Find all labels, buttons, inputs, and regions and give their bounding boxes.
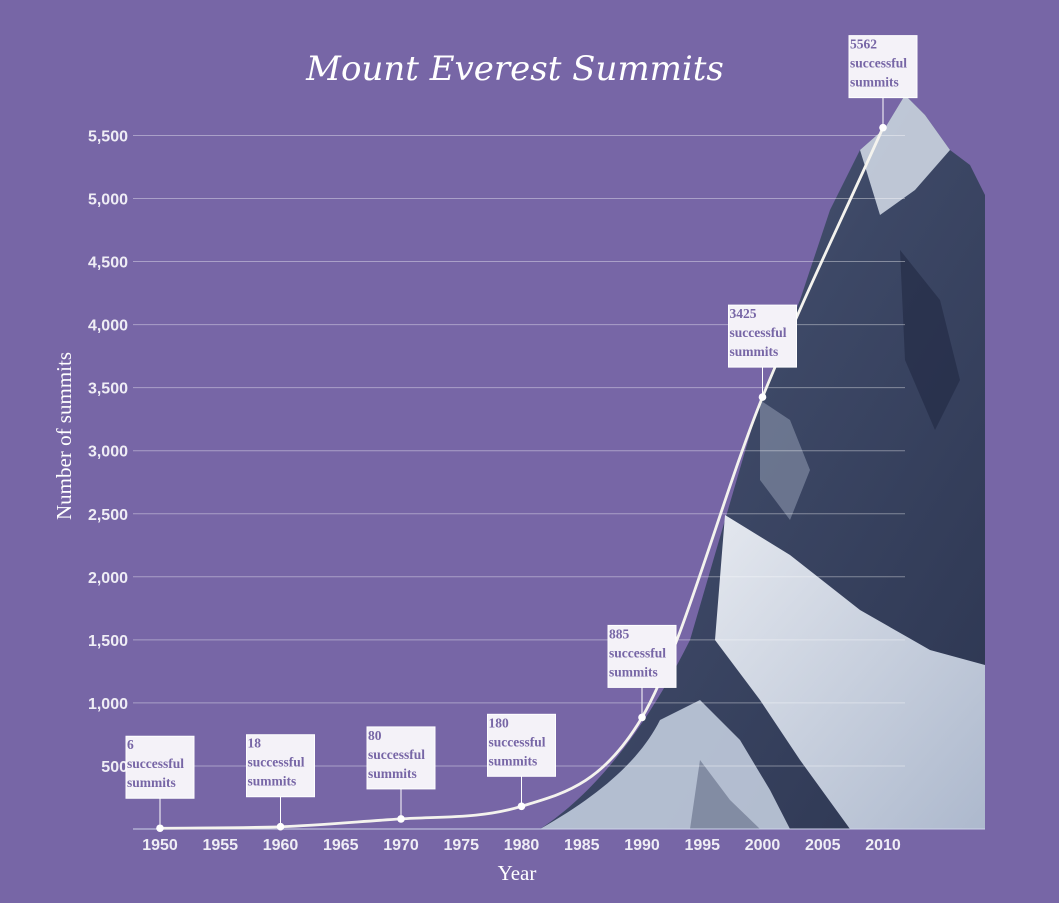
- x-tick-label: 2010: [865, 837, 901, 854]
- x-tick-label: 1990: [624, 837, 660, 854]
- y-tick-label: 1,500: [88, 633, 128, 650]
- label-text: successful: [248, 755, 305, 770]
- label-text: successful: [609, 645, 666, 660]
- x-tick-label: 2005: [805, 837, 841, 854]
- x-tick-label: 1985: [564, 837, 600, 854]
- x-tick-label: 1980: [504, 837, 540, 854]
- mountain-photo: [540, 95, 985, 829]
- y-tick-label: 3,000: [88, 444, 128, 461]
- x-tick-label: 1950: [142, 837, 178, 854]
- data-label: 80 successful summits: [366, 726, 436, 823]
- data-label: 885 successful summits: [607, 624, 677, 722]
- data-label: 180 successful summits: [487, 713, 556, 811]
- y-tick-label: 5,500: [88, 128, 128, 145]
- label-text: successful: [127, 756, 184, 771]
- label-text: 3425: [730, 306, 757, 321]
- y-tick-label: 2,500: [88, 507, 128, 524]
- data-point[interactable]: [758, 393, 767, 401]
- x-tick-label: 2000: [745, 837, 781, 854]
- data-point[interactable]: [276, 822, 285, 831]
- x-tick-label: 1995: [684, 837, 720, 854]
- label-text: summits: [248, 774, 297, 789]
- x-axis-title: Year: [498, 861, 537, 885]
- label-box: [728, 304, 797, 368]
- label-box: [607, 624, 677, 688]
- x-tick-label: 1960: [263, 837, 299, 854]
- label-box: [246, 734, 315, 798]
- x-tick-label: 1965: [323, 837, 359, 854]
- label-box: [366, 726, 436, 790]
- data-label: 5562 successful summits: [848, 35, 918, 132]
- label-text: successful: [368, 747, 425, 762]
- label-text: successful: [730, 325, 787, 340]
- data-point[interactable]: [638, 713, 646, 722]
- label-box: [125, 735, 195, 799]
- x-tick-label: 1975: [443, 837, 479, 854]
- chart-title: Mount Everest Summits: [305, 49, 724, 89]
- label-text: 80: [368, 728, 382, 743]
- data-label: 18 successful summits: [246, 734, 315, 831]
- data-point[interactable]: [397, 815, 405, 823]
- data-point[interactable]: [879, 123, 887, 132]
- y-tick-label: 4,000: [88, 318, 128, 335]
- label-text: 5562: [850, 37, 877, 52]
- label-text: summits: [489, 753, 538, 768]
- label-text: 180: [489, 715, 510, 730]
- y-tick-label: 2,000: [88, 570, 128, 587]
- label-text: 6: [127, 737, 134, 752]
- label-text: 18: [248, 736, 262, 751]
- plot-area: 500 1,000 1,500 2,000 2,500 3,000 3,500 4,000 4,…: [52, 35, 985, 885]
- y-tick-label: 4,500: [88, 255, 128, 272]
- label-text: successful: [489, 734, 546, 749]
- label-box: [487, 713, 556, 777]
- x-tick-label: 1955: [202, 837, 238, 854]
- data-point[interactable]: [517, 802, 526, 811]
- data-label: 3425 successful summits: [728, 304, 797, 401]
- x-tick-label: 1970: [383, 837, 419, 854]
- y-tick-label: 5,000: [88, 192, 128, 209]
- data-point[interactable]: [156, 824, 164, 833]
- label-box: [848, 35, 918, 99]
- label-text: summits: [730, 344, 779, 359]
- label-text: successful: [850, 56, 907, 71]
- y-tick-label: 3,500: [88, 381, 128, 398]
- label-text: summits: [127, 775, 176, 790]
- label-text: 885: [609, 626, 630, 641]
- label-text: summits: [368, 766, 417, 781]
- data-label: 6 successful summits: [125, 735, 195, 833]
- label-text: summits: [850, 75, 899, 90]
- y-axis-title: Number of summits: [52, 352, 76, 520]
- y-tick-label: 500: [101, 759, 128, 776]
- label-text: summits: [609, 664, 658, 679]
- y-tick-label: 1,000: [88, 696, 128, 713]
